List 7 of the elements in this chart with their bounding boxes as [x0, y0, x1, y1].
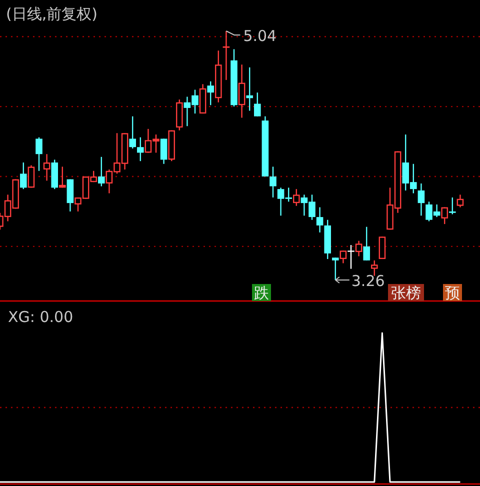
- chart-title: (日线,前复权): [6, 5, 98, 23]
- chart-title: XG: 0.00: [8, 308, 74, 326]
- text: 跌: [254, 284, 269, 302]
- annotation: 3.26: [351, 272, 385, 290]
- text: 张榜: [391, 284, 421, 302]
- annotation: 5.04: [243, 27, 277, 45]
- text: 预: [445, 284, 460, 302]
